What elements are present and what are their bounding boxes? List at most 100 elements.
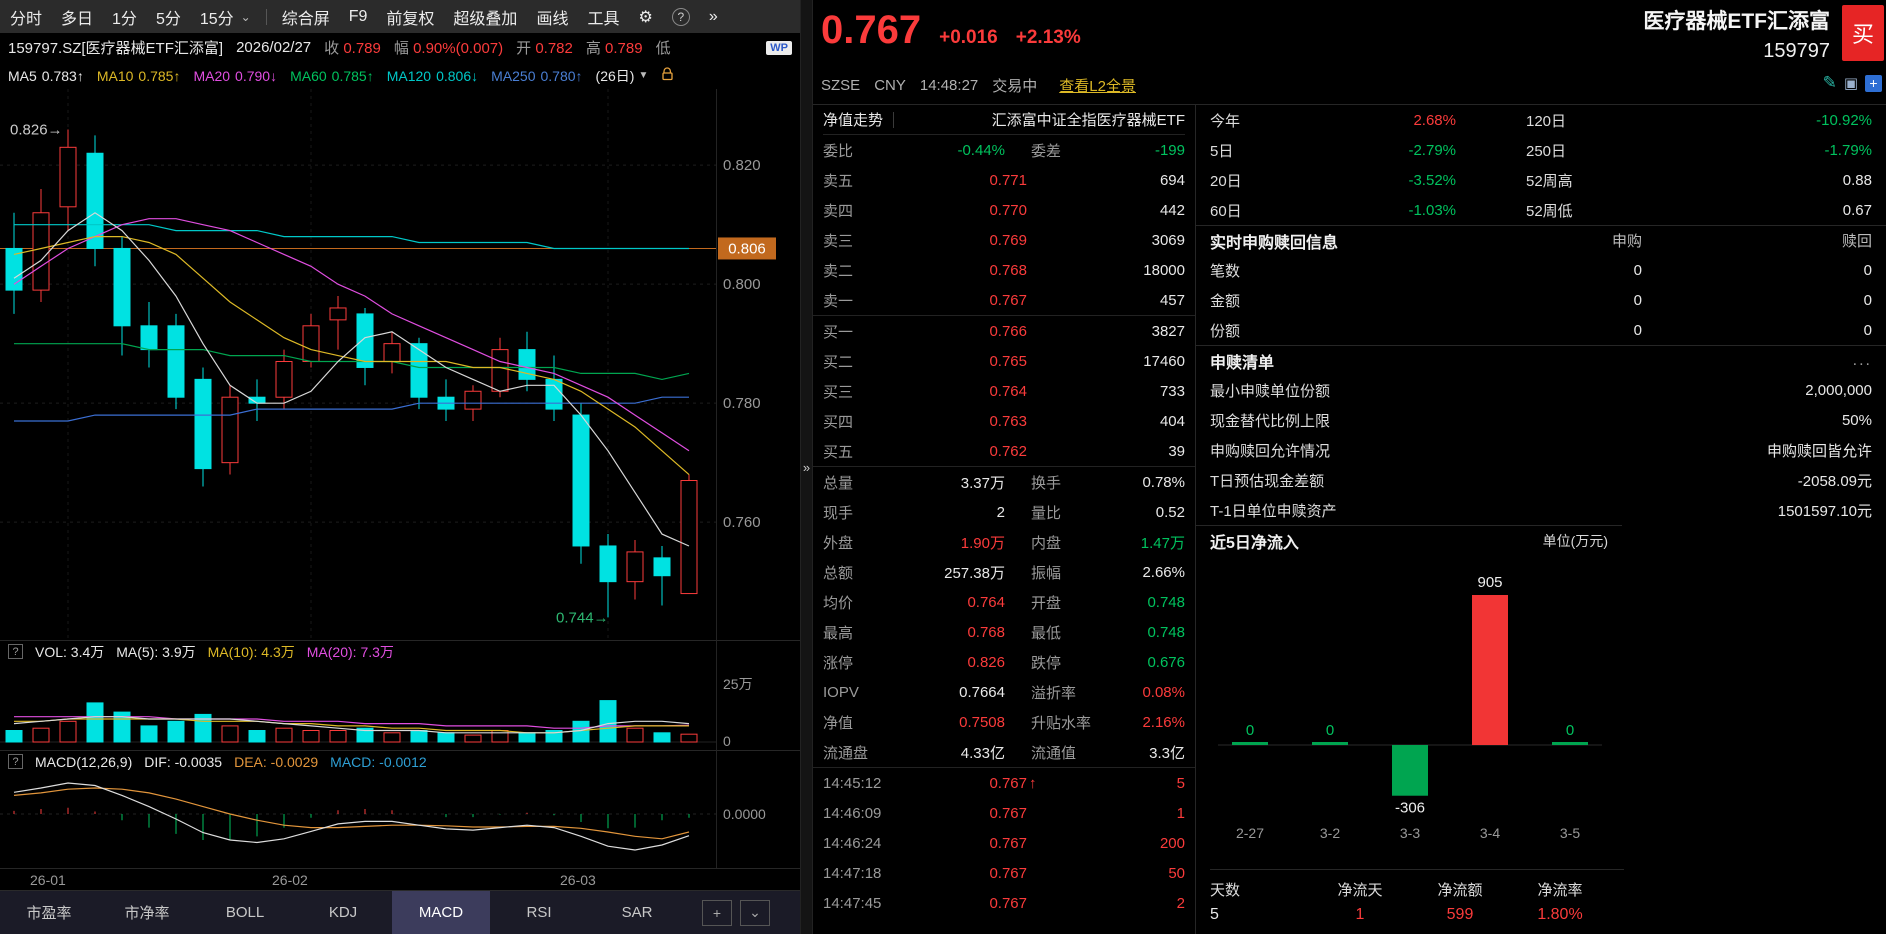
tab-kdj[interactable]: KDJ xyxy=(328,904,358,921)
redeem-value: 0 xyxy=(1863,261,1872,279)
exchange-label: SZSE xyxy=(821,76,861,94)
ask-row-5[interactable]: 卖五 0.771 694 xyxy=(823,165,1185,195)
bid-row-4[interactable]: 买四 0.763 404 xyxy=(823,406,1185,436)
perf-value: -2.79% xyxy=(1408,141,1456,159)
unit-label: 单位(万元) xyxy=(1542,532,1608,549)
tab-rsi[interactable]: RSI xyxy=(526,904,552,921)
order-book-panel: 净值走势 汇添富中证全指医疗器械ETF 委比 -0.44% 委差 -199 卖五… xyxy=(813,105,1196,934)
tab-timeshare[interactable]: 分时 xyxy=(10,10,43,28)
ask-price[interactable]: 0.767 xyxy=(989,291,1027,309)
high-value: 0.789 xyxy=(605,40,643,57)
tab-boll[interactable]: BOLL xyxy=(225,904,265,921)
tab-sar[interactable]: SAR xyxy=(621,904,653,921)
stat-value: 0.08% xyxy=(1142,683,1185,701)
stat-label: 最低 xyxy=(1031,624,1062,642)
tab-pb-ratio[interactable]: 市净率 xyxy=(124,905,170,922)
help-icon[interactable]: ? xyxy=(671,7,690,26)
more-button[interactable]: ... xyxy=(1852,351,1872,369)
bid-price[interactable]: 0.763 xyxy=(989,412,1027,430)
image-icon[interactable]: ▣ xyxy=(1843,75,1858,92)
tab-macd[interactable]: MACD xyxy=(392,891,490,934)
stat-label: 外盘 xyxy=(823,534,854,552)
nav-trend-link[interactable]: 净值走势 xyxy=(823,112,884,129)
row-value: 申购赎回皆允许 xyxy=(1766,442,1872,460)
volume-chart[interactable]: 25万 0 xyxy=(0,662,800,750)
stat-value: 0.7664 xyxy=(959,683,1005,701)
bid-row-2[interactable]: 买二 0.765 17460 xyxy=(823,346,1185,376)
add-indicator-button[interactable]: + xyxy=(702,899,732,926)
bid-row-1[interactable]: 买一 0.766 3827 xyxy=(823,316,1185,346)
tab-5min[interactable]: 5分 xyxy=(155,10,181,28)
ask-price[interactable]: 0.769 xyxy=(989,231,1027,249)
flow-summary: 天数 净流天 净流额 净流率 5 1 599 1.80% xyxy=(1210,869,1624,928)
stat-label: 流通值 xyxy=(1031,744,1077,762)
ma250-value: MA250 0.780↑ xyxy=(491,67,583,84)
tab-1min[interactable]: 1分 xyxy=(112,10,137,28)
help-icon[interactable]: ? xyxy=(8,754,23,769)
bid-price[interactable]: 0.764 xyxy=(989,382,1027,400)
macd-chart[interactable]: 0.0000 xyxy=(0,772,800,868)
more-chevrons-icon[interactable]: » xyxy=(708,7,718,25)
ask-price[interactable]: 0.770 xyxy=(989,201,1027,219)
ask-price[interactable]: 0.771 xyxy=(989,171,1027,189)
purchase-value: 0 xyxy=(1633,291,1642,309)
chevron-down-icon[interactable]: ⌄ xyxy=(240,9,251,24)
add-icon[interactable]: + xyxy=(1865,74,1882,92)
stat-row: 净值 0.7508 升贴水率 2.16% xyxy=(823,707,1185,737)
edit-icon[interactable]: ✎ xyxy=(1822,73,1837,92)
net-inflow-chart[interactable]: 0 0 -306 905 0 2-27 3-2 3-3 3-4 3-5 xyxy=(1196,555,1624,841)
tick-row: 14:46:24 0.767 200 xyxy=(823,828,1185,858)
chart-area: 分时 多日 1分 5分 15分 ⌄ 综合屏 F9 前复权 超级叠加 画线 工具 … xyxy=(0,0,800,934)
list-row: 最小申赎单位份额 2,000,000 xyxy=(1196,375,1886,405)
ask-price[interactable]: 0.768 xyxy=(989,261,1027,279)
bid-price[interactable]: 0.765 xyxy=(989,352,1027,370)
candlestick-chart[interactable]: 0.820 0.800 0.780 0.760 0.806 0.826→ 0.744→ xyxy=(0,89,800,640)
ask-row-3[interactable]: 卖三 0.769 3069 xyxy=(823,225,1185,255)
axis-tick: 2-27 xyxy=(1235,825,1265,841)
ma10-value: MA10 0.785↑ xyxy=(96,67,181,84)
amplitude-stat: 幅 0.90%(0.007) xyxy=(394,37,503,58)
stat-value: 0.748 xyxy=(1147,623,1185,641)
menu-composite-screen[interactable]: 综合屏 xyxy=(281,10,330,28)
tick-price: 0.767 xyxy=(989,774,1027,792)
stat-value: 4.33亿 xyxy=(960,744,1005,762)
fund-full-name: 汇添富中证全指医疗器械ETF xyxy=(991,112,1185,129)
ask-row-4[interactable]: 卖四 0.770 442 xyxy=(823,195,1185,225)
currency-label: CNY xyxy=(874,76,906,94)
period-selector[interactable]: (26日) ▼ xyxy=(595,67,649,84)
gear-icon[interactable]: ⚙ xyxy=(638,8,653,26)
wp-badge[interactable]: WP xyxy=(766,40,792,55)
menu-tools[interactable]: 工具 xyxy=(587,10,620,28)
menu-super-overlay[interactable]: 超级叠加 xyxy=(453,10,518,28)
l2-panorama-link[interactable]: 查看L2全景 xyxy=(1059,77,1136,95)
tick-row: 14:47:45 0.767 2 xyxy=(823,888,1185,918)
tab-multiday[interactable]: 多日 xyxy=(61,10,94,28)
menu-f9[interactable]: F9 xyxy=(348,7,368,25)
weicha-label: 委差 xyxy=(1031,142,1062,160)
perf-value: 0.67 xyxy=(1842,201,1872,219)
svg-text:0.826→: 0.826→ xyxy=(10,121,63,138)
symbol-label: 159797.SZ[医疗器械ETF汇添富] xyxy=(8,40,224,57)
stat-value: 0.676 xyxy=(1147,653,1185,671)
ask-row-2[interactable]: 卖二 0.768 18000 xyxy=(823,255,1185,285)
buy-button[interactable]: 买 xyxy=(1842,5,1884,61)
ask-row-1[interactable]: 卖一 0.767 457 xyxy=(823,285,1185,315)
perf-row: 今年 2.68% 120日 -10.92% xyxy=(1196,105,1886,135)
flow-section-header: 近5日净流入 单位(万元) xyxy=(1196,525,1622,555)
menu-forward-adjust[interactable]: 前复权 xyxy=(386,10,435,28)
tab-pe-ratio[interactable]: 市盈率 xyxy=(26,905,72,922)
bid-price[interactable]: 0.766 xyxy=(989,322,1027,340)
summary-value: 599 xyxy=(1446,906,1474,923)
menu-draw-line[interactable]: 画线 xyxy=(536,10,569,28)
bid-price[interactable]: 0.762 xyxy=(989,442,1027,460)
lock-icon[interactable] xyxy=(661,67,674,84)
bid-row-3[interactable]: 买三 0.764 733 xyxy=(823,376,1185,406)
tab-15min[interactable]: 15分 xyxy=(199,10,234,28)
collapse-panel-button[interactable]: ⌄ xyxy=(740,899,770,926)
help-icon[interactable]: ? xyxy=(8,644,23,659)
dif-value: DIF: -0.0035 xyxy=(144,753,223,770)
stat-value: 2.66% xyxy=(1142,563,1185,581)
tick-time: 14:46:24 xyxy=(823,834,882,852)
bid-row-5[interactable]: 买五 0.762 39 xyxy=(823,436,1185,466)
panel-splitter[interactable]: » xyxy=(800,0,813,934)
